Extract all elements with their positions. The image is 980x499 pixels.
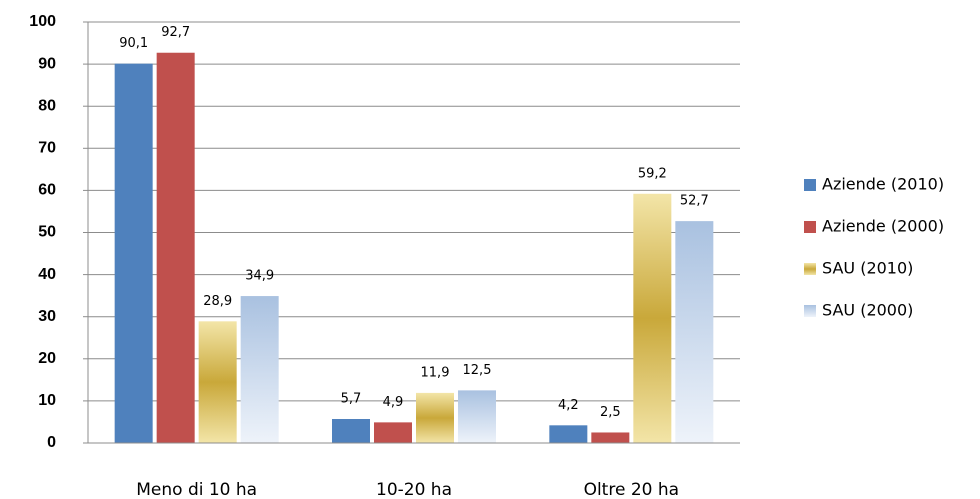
value-label: 11,9 (421, 365, 450, 380)
value-label: 12,5 (463, 363, 492, 378)
y-tick-label: 60 (38, 182, 56, 199)
legend-swatch (804, 305, 816, 317)
bar (416, 392, 454, 443)
bar (332, 419, 370, 443)
y-tick-label: 100 (29, 13, 56, 30)
y-tick-label: 10 (38, 392, 56, 409)
value-label: 90,1 (119, 36, 148, 51)
y-tick-label: 50 (38, 224, 56, 241)
value-label: 34,9 (245, 269, 274, 284)
value-label: 92,7 (161, 25, 190, 40)
y-tick-label: 20 (38, 350, 56, 367)
bar (114, 63, 153, 443)
bar (374, 422, 412, 443)
legend-label: SAU (2010) (822, 259, 913, 278)
bar (156, 52, 195, 443)
value-label: 28,9 (203, 294, 232, 309)
bar (458, 390, 496, 443)
legend-swatch (804, 179, 816, 191)
y-tick-label: 90 (38, 55, 56, 72)
x-tick-label: Oltre 20 ha (584, 480, 679, 499)
y-tick-label: 0 (47, 434, 56, 451)
value-label: 52,7 (680, 194, 709, 209)
bar (675, 221, 714, 443)
bar (633, 193, 672, 443)
bar (591, 432, 630, 443)
value-label: 4,2 (558, 398, 579, 413)
legend-label: SAU (2000) (822, 301, 913, 320)
y-tick-label: 40 (38, 266, 56, 283)
legend-label: Aziende (2000) (822, 217, 944, 236)
legend-label: Aziende (2010) (822, 175, 944, 194)
legend-swatch (804, 221, 816, 233)
value-label: 5,7 (341, 392, 362, 407)
y-tick-label: 30 (38, 308, 56, 325)
x-tick-label: 10-20 ha (376, 480, 452, 499)
bar (549, 425, 588, 443)
legend-swatch (804, 263, 816, 275)
value-label: 4,9 (383, 395, 404, 410)
x-tick-label: Meno di 10 ha (136, 480, 257, 499)
y-tick-label: 70 (38, 140, 56, 157)
bar (240, 296, 279, 443)
value-label: 2,5 (600, 405, 621, 420)
bar (198, 321, 237, 443)
value-label: 59,2 (638, 166, 667, 181)
y-tick-label: 80 (38, 97, 56, 114)
